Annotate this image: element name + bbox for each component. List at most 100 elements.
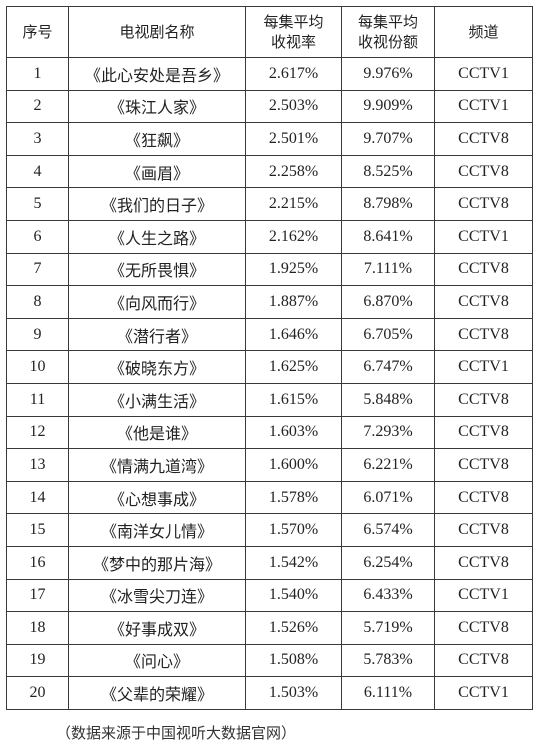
table-row: 6 《人生之路》 2.162% 8.641% CCTV1 [6,219,533,254]
drama-name-cell: 《人生之路》 [68,219,246,254]
share-cell: 6.254% [341,545,435,580]
header-share: 每集平均 收视份额 [341,6,435,58]
table-row: 19 《问心》 1.508% 5.783% CCTV8 [6,643,533,678]
drama-name-cell: 《狂飙》 [68,122,246,156]
drama-name-cell: 《破晓东方》 [68,350,246,384]
rank-cell: 18 [6,611,69,645]
channel-cell: CCTV8 [434,480,533,515]
rank-cell: 4 [6,154,69,189]
drama-name-cell: 《问心》 [68,643,246,678]
share-cell: 7.111% [341,252,435,287]
rank-cell: 15 [6,513,69,547]
channel-cell: CCTV8 [434,448,533,482]
channel-cell: CCTV8 [434,545,533,580]
header-rating: 每集平均 收视率 [245,6,342,58]
channel-cell: CCTV1 [434,676,533,710]
rating-cell: 1.887% [245,285,342,319]
table-row: 7 《无所畏惧》 1.925% 7.111% CCTV8 [6,252,533,287]
channel-cell: CCTV8 [434,611,533,645]
rank-cell: 8 [6,285,69,319]
share-cell: 6.574% [341,513,435,547]
table-row: 4 《画眉》 2.258% 8.525% CCTV8 [6,154,533,189]
rating-cell: 2.501% [245,122,342,156]
channel-cell: CCTV8 [434,415,533,450]
ratings-table: 序号 电视剧名称 每集平均 收视率 每集平均 收视份额 频道 1 《此心安处是吾乡… [6,6,533,710]
channel-cell: CCTV8 [434,643,533,678]
table-row: 9 《潜行者》 1.646% 6.705% CCTV8 [6,317,533,352]
drama-name-cell: 《情满九道湾》 [68,448,246,482]
channel-cell: CCTV1 [434,89,533,124]
rank-cell: 17 [6,578,69,613]
rank-cell: 2 [6,89,69,124]
channel-cell: CCTV8 [434,252,533,287]
data-source-footnote: （数据来源于中国视听大数据官网） [56,724,297,742]
drama-name-cell: 《画眉》 [68,154,246,189]
table-row: 12 《他是谁》 1.603% 7.293% CCTV8 [6,415,533,450]
header-share-line2: 收视份额 [357,33,418,51]
rating-cell: 2.162% [245,219,342,254]
rank-cell: 10 [6,350,69,384]
share-cell: 9.909% [341,89,435,124]
table-body: 1 《此心安处是吾乡》 2.617% 9.976% CCTV1 2 《珠江人家》 2.503%… [6,57,533,710]
drama-name-cell: 《冰雪尖刀连》 [68,578,246,613]
share-cell: 6.433% [341,578,435,613]
table-row: 20 《父辈的荣耀》 1.503% 6.111% CCTV1 [6,676,533,710]
channel-cell: CCTV1 [434,219,533,254]
drama-name-cell: 《他是谁》 [68,415,246,450]
rating-cell: 1.600% [245,448,342,482]
rank-cell: 16 [6,545,69,580]
rating-cell: 2.258% [245,154,342,189]
drama-name-cell: 《潜行者》 [68,317,246,352]
rank-cell: 9 [6,317,69,352]
rank-cell: 6 [6,219,69,254]
rating-cell: 2.503% [245,89,342,124]
table-row: 11 《小满生活》 1.615% 5.848% CCTV8 [6,382,533,417]
rank-cell: 3 [6,122,69,156]
share-cell: 5.848% [341,382,435,417]
rank-cell: 11 [6,382,69,417]
rank-cell: 13 [6,448,69,482]
table-row: 3 《狂飙》 2.501% 9.707% CCTV8 [6,122,533,156]
channel-cell: CCTV1 [434,350,533,384]
rating-cell: 1.925% [245,252,342,287]
share-cell: 8.525% [341,154,435,189]
share-cell: 5.719% [341,611,435,645]
rating-cell: 1.508% [245,643,342,678]
rating-cell: 1.615% [245,382,342,417]
drama-name-cell: 《好事成双》 [68,611,246,645]
channel-cell: CCTV8 [434,382,533,417]
channel-cell: CCTV8 [434,317,533,352]
rank-cell: 5 [6,187,69,221]
header-rating-line1: 每集平均 [263,13,324,31]
header-rank: 序号 [6,6,69,58]
share-cell: 6.221% [341,448,435,482]
header-channel: 频道 [434,6,533,58]
rank-cell: 14 [6,480,69,515]
rating-cell: 1.625% [245,350,342,384]
drama-name-cell: 《无所畏惧》 [68,252,246,287]
rating-cell: 2.215% [245,187,342,221]
table-row: 2 《珠江人家》 2.503% 9.909% CCTV1 [6,89,533,124]
rating-cell: 1.540% [245,578,342,613]
rating-cell: 2.617% [245,57,342,91]
rank-cell: 7 [6,252,69,287]
channel-cell: CCTV1 [434,57,533,91]
share-cell: 9.707% [341,122,435,156]
channel-cell: CCTV1 [434,578,533,613]
rank-cell: 1 [6,57,69,91]
table-row: 8 《向风而行》 1.887% 6.870% CCTV8 [6,285,533,319]
share-cell: 6.111% [341,676,435,710]
rank-cell: 20 [6,676,69,710]
share-cell: 9.976% [341,57,435,91]
ratings-table-container: 序号 电视剧名称 每集平均 收视率 每集平均 收视份额 频道 1 《此心安处是吾乡… [6,6,533,710]
rating-cell: 1.542% [245,545,342,580]
drama-name-cell: 《珠江人家》 [68,89,246,124]
table-row: 5 《我们的日子》 2.215% 8.798% CCTV8 [6,187,533,221]
table-row: 13 《情满九道湾》 1.600% 6.221% CCTV8 [6,448,533,482]
channel-cell: CCTV8 [434,187,533,221]
channel-cell: CCTV8 [434,513,533,547]
table-row: 15 《南洋女儿情》 1.570% 6.574% CCTV8 [6,513,533,547]
drama-name-cell: 《梦中的那片海》 [68,545,246,580]
drama-name-cell: 《此心安处是吾乡》 [68,57,246,91]
table-row: 18 《好事成双》 1.526% 5.719% CCTV8 [6,611,533,645]
